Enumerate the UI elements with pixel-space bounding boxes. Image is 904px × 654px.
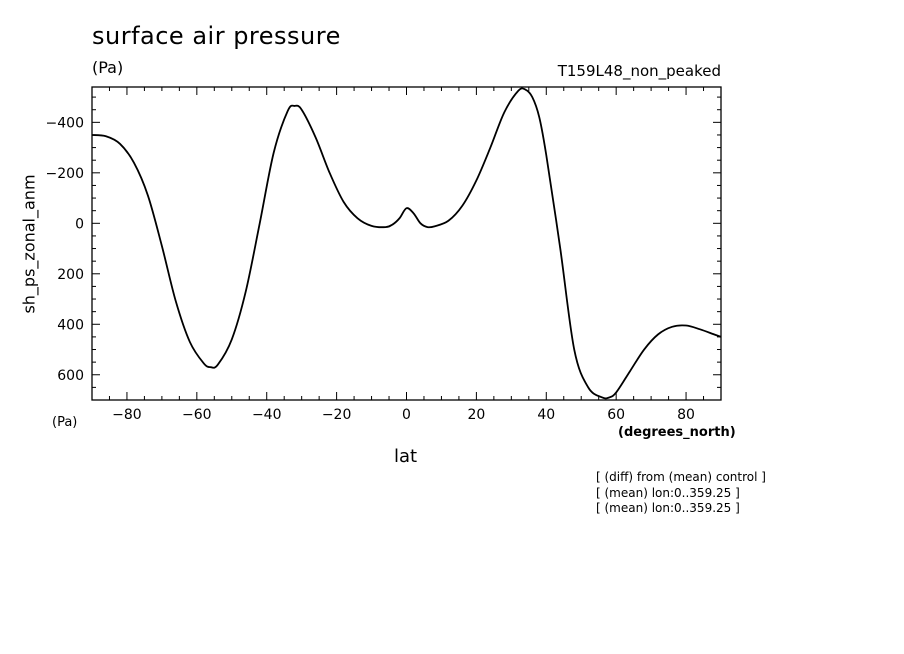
y-axis-unit: (Pa) — [52, 415, 78, 430]
note-line: [ (mean) lon:0..359.25 ] — [596, 501, 740, 515]
y-tick-label: 200 — [57, 267, 84, 283]
axis-ticks — [91, 87, 722, 401]
note-line: [ (mean) lon:0..359.25 ] — [596, 485, 740, 500]
y-tick-label: 600 — [57, 368, 84, 384]
x-tick-label: 40 — [537, 407, 555, 423]
x-tick-label: −80 — [112, 407, 142, 423]
x-tick-label: 80 — [677, 407, 695, 423]
x-tick-label: −40 — [252, 407, 282, 423]
annotation-notes: [ (diff) from (mean) control ] [ (mean) … — [596, 470, 766, 517]
x-tick-label: −60 — [182, 407, 212, 423]
run-label: T159L48_non_peaked — [557, 62, 721, 80]
title-units: (Pa) — [92, 58, 124, 77]
y-tick-label: −200 — [46, 166, 84, 182]
x-tick-label: 0 — [402, 407, 411, 423]
y-tick-label: 0 — [75, 216, 84, 232]
x-tick-label: −20 — [322, 407, 352, 423]
x-tick-label: 60 — [607, 407, 625, 423]
chart-title: surface air pressure — [92, 22, 341, 50]
note-line: [ (diff) from (mean) control ] — [596, 470, 766, 484]
x-axis-label: lat — [394, 446, 418, 467]
x-axis-unit: (degrees_north) — [618, 425, 736, 440]
y-tick-label: 400 — [57, 317, 84, 333]
data-series-line — [91, 87, 722, 400]
x-tick-label: 20 — [467, 407, 485, 423]
plot-frame — [91, 86, 722, 401]
y-tick-label: −400 — [46, 115, 84, 131]
